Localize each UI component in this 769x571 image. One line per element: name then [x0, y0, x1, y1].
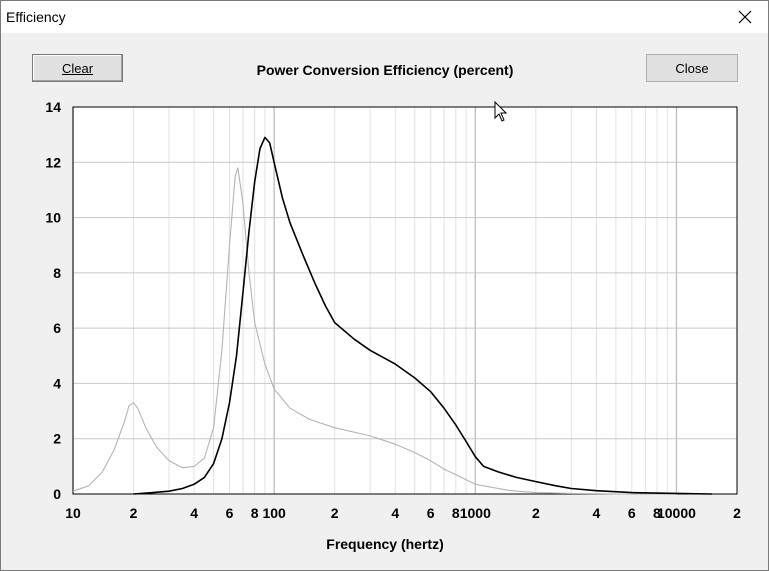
x-tick-label: 100: [262, 505, 286, 521]
title-bar: Efficiency: [1, 1, 768, 33]
chart-grid: [72, 106, 738, 495]
x-tick-label: 10: [65, 505, 81, 521]
y-tick-label: 12: [45, 154, 61, 170]
clear-button-label: Clear: [61, 60, 94, 76]
close-button-label: Close: [675, 60, 709, 76]
close-icon[interactable]: [722, 1, 768, 33]
x-tick-label: 1000: [460, 505, 491, 521]
x-tick-label: 6: [226, 505, 234, 521]
x-axis-label: Frequency (hertz): [326, 536, 444, 552]
x-tick-label: 8: [653, 505, 661, 521]
y-tick-label: 10: [45, 210, 61, 226]
x-tick-label: 10000: [657, 505, 696, 521]
y-tick-label: 8: [53, 265, 61, 281]
x-tick-label: 4: [391, 505, 399, 521]
x-tick-label: 6: [427, 505, 435, 521]
x-tick-label: 8: [251, 505, 259, 521]
x-tick-label: 4: [593, 505, 601, 521]
series-line-1: [72, 167, 677, 495]
plot-area: [73, 107, 737, 494]
chart-title: Power Conversion Efficiency (percent): [256, 62, 514, 78]
x-tick-label: 8: [452, 505, 460, 521]
clear-button[interactable]: Clear: [32, 54, 123, 82]
y-tick-label: 2: [53, 431, 61, 447]
chart-series: [72, 136, 712, 495]
y-tick-label: 6: [53, 320, 61, 336]
x-tick-label: 4: [190, 505, 198, 521]
close-button[interactable]: Close: [646, 54, 738, 82]
x-tick-label: 2: [532, 505, 540, 521]
y-tick-label: 4: [53, 375, 61, 391]
x-tick-label: 2: [331, 505, 339, 521]
series-line-2: [133, 136, 712, 495]
x-tick-label: 2: [130, 505, 138, 521]
close-x-glyph: [738, 10, 752, 24]
x-tick-label: 6: [628, 505, 636, 521]
window-title: Efficiency: [6, 9, 66, 25]
mouse-cursor-icon: [494, 100, 508, 128]
plot-frame: [72, 106, 738, 495]
y-tick-label: 14: [45, 99, 61, 115]
y-tick-label: 0: [53, 486, 61, 502]
x-tick-label: 2: [733, 505, 741, 521]
